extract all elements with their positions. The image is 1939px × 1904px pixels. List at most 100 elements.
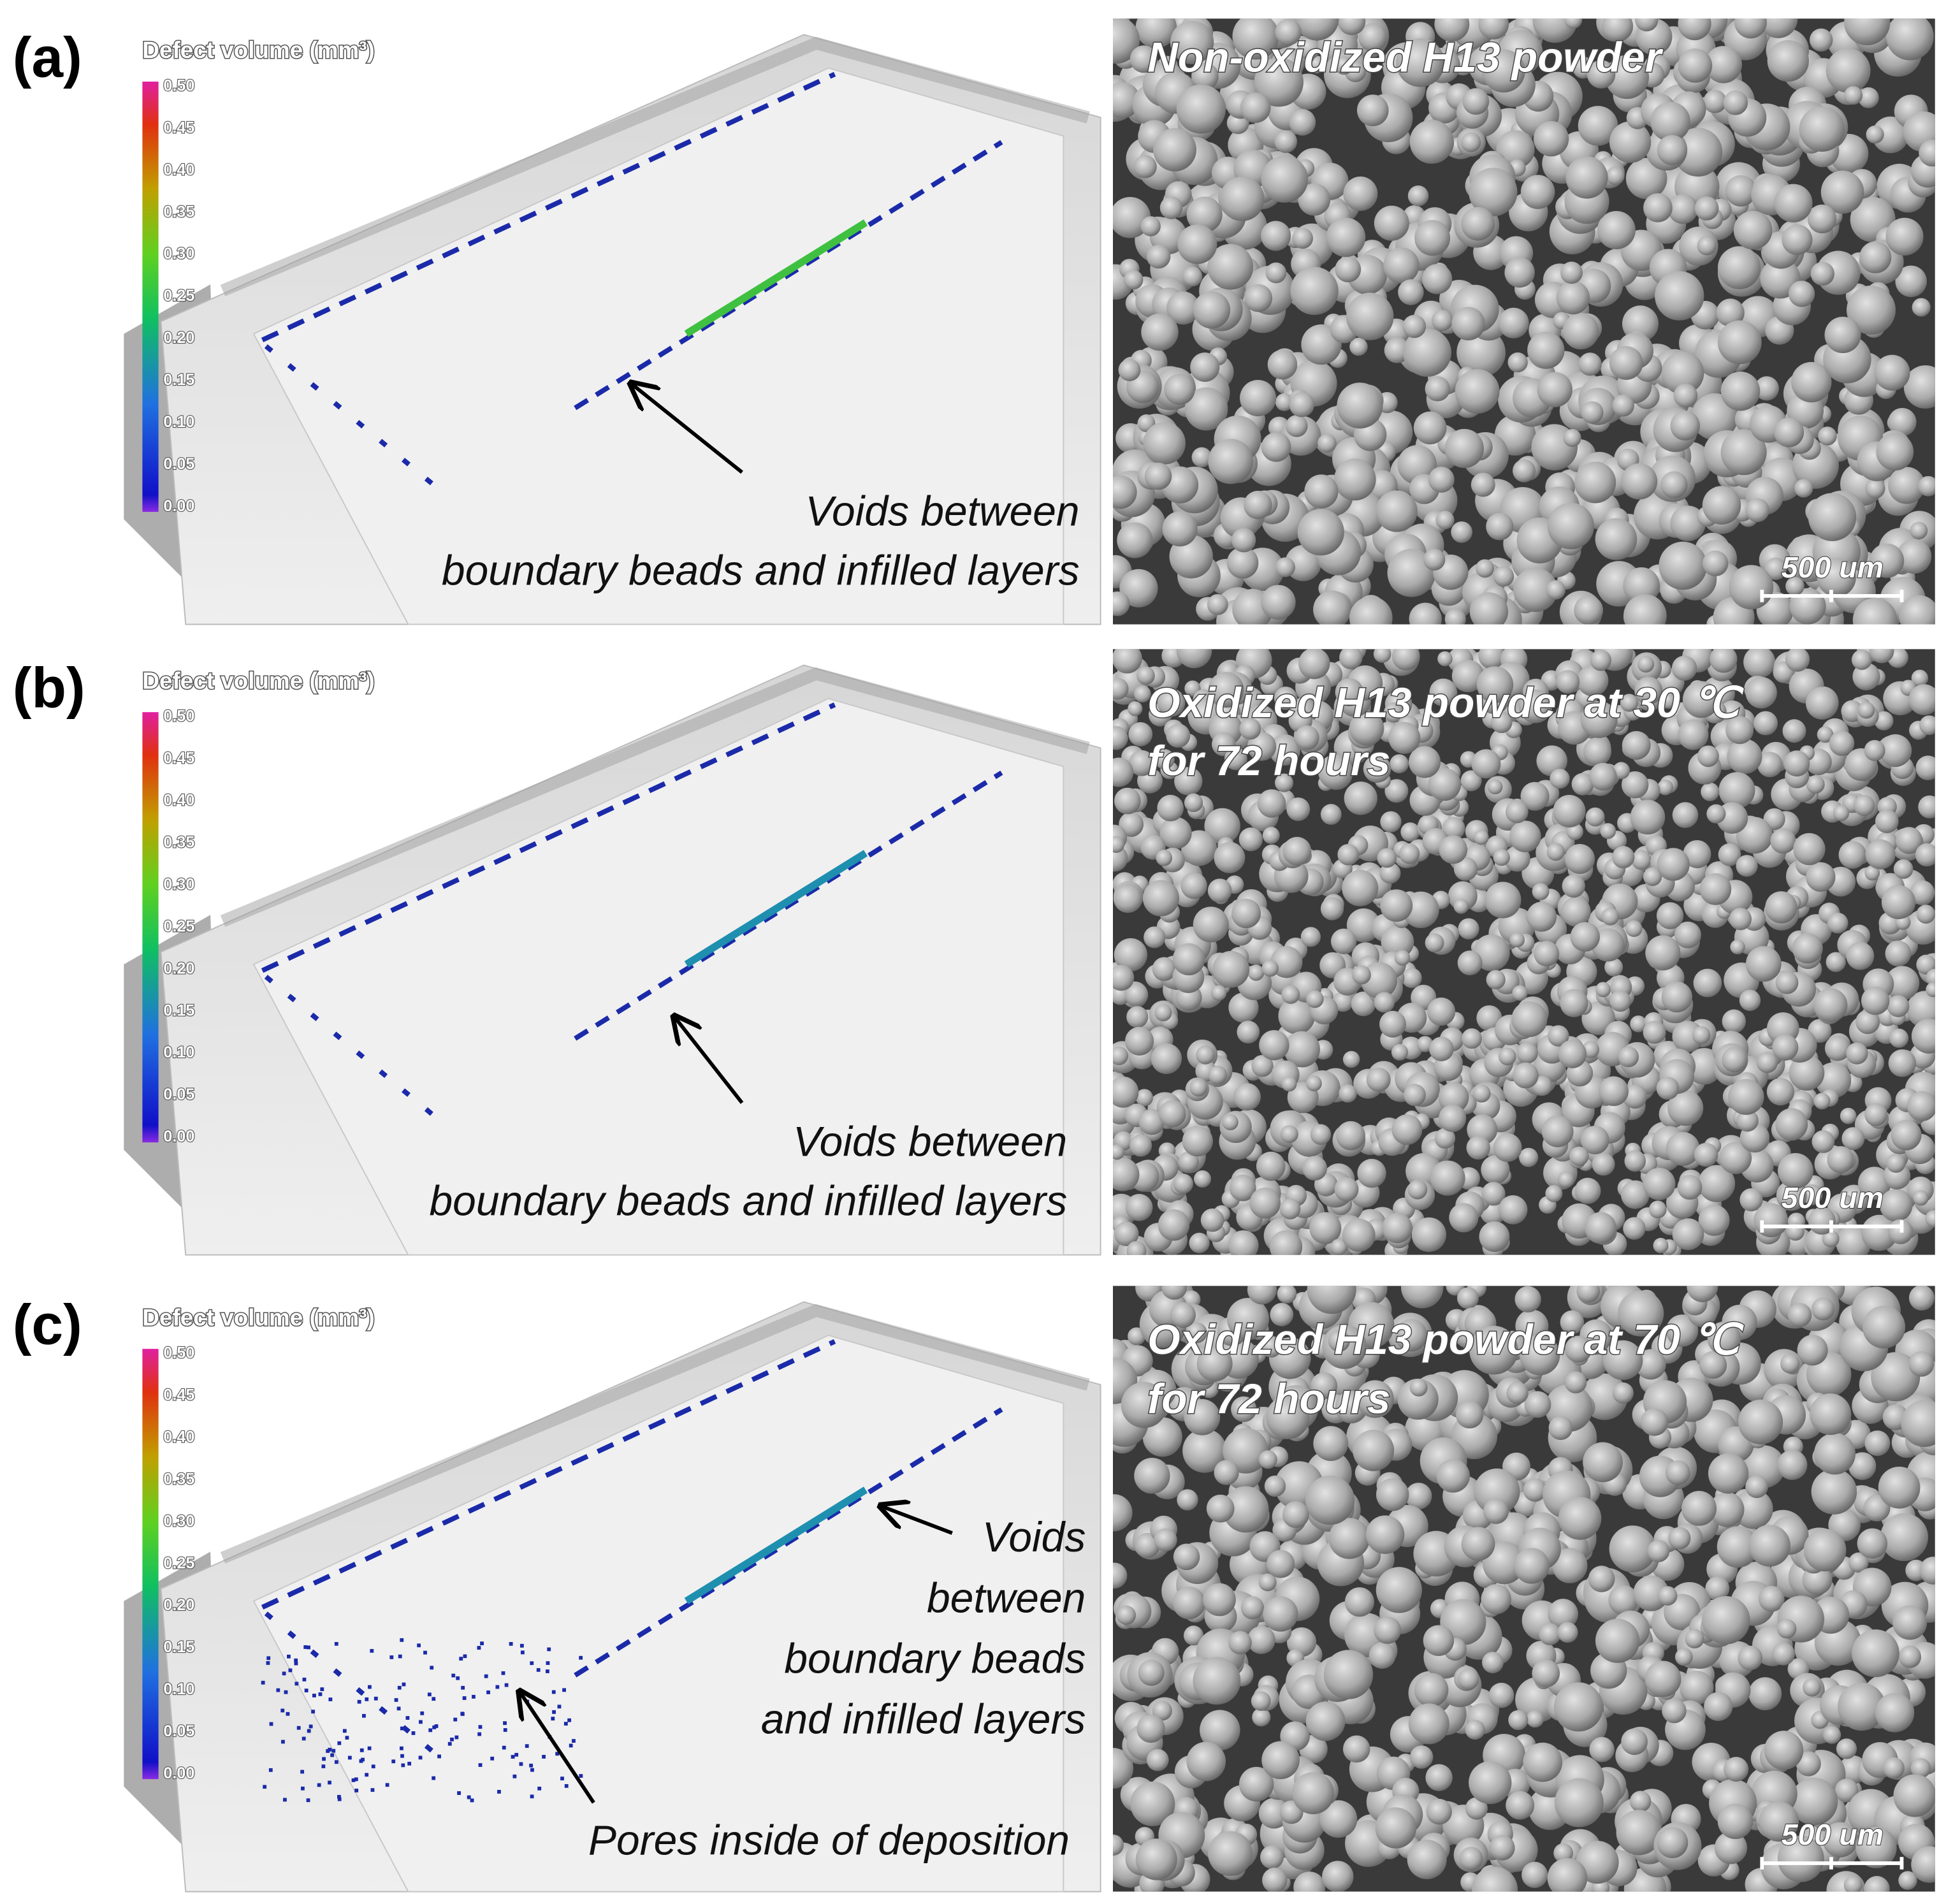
particle (1602, 1340, 1643, 1380)
particle (1852, 597, 1898, 625)
particle (1846, 1042, 1868, 1065)
particle (1558, 1040, 1587, 1068)
pore (514, 1752, 519, 1757)
particle (1915, 755, 1935, 781)
particle (1874, 354, 1910, 391)
pore (451, 1673, 456, 1678)
particle (1512, 985, 1528, 1001)
particle (1425, 376, 1450, 402)
annotation: boundary beads (784, 1634, 1086, 1682)
particle (1486, 970, 1506, 990)
particle (1788, 280, 1815, 307)
particle (1581, 401, 1604, 424)
particle (1918, 476, 1935, 497)
pore (365, 1773, 369, 1777)
particle (1833, 804, 1850, 822)
particle (1458, 918, 1479, 940)
particle (1401, 1286, 1444, 1309)
particle (1373, 649, 1391, 663)
colorbar-tick-label: 0.10 (163, 413, 194, 431)
pore (294, 1661, 298, 1666)
particle (1609, 346, 1643, 380)
particle (1260, 1335, 1282, 1358)
particle (1186, 196, 1223, 233)
particle (1152, 957, 1177, 981)
particle (1577, 665, 1609, 697)
particle (1653, 1237, 1669, 1254)
particle (1717, 320, 1762, 365)
particle (1600, 823, 1616, 839)
particle (1725, 716, 1754, 745)
particle (1444, 608, 1466, 625)
particle (1870, 543, 1905, 578)
particle (1193, 1657, 1241, 1705)
particle (1875, 810, 1899, 834)
particle (1564, 1371, 1587, 1393)
particle (1701, 782, 1720, 801)
particle (1858, 87, 1879, 108)
particle (1239, 718, 1261, 740)
particle (1455, 369, 1500, 414)
particle (1112, 1562, 1128, 1589)
particle (1703, 90, 1727, 113)
particle (1251, 1691, 1271, 1711)
colorbar (142, 1349, 159, 1780)
scale-bar-label: 500 um (1782, 551, 1884, 584)
particle (1678, 18, 1711, 41)
particle (1184, 1399, 1221, 1435)
particle (1258, 1573, 1277, 1592)
particle (1666, 1460, 1690, 1485)
particle (1647, 1539, 1670, 1562)
particle (1697, 745, 1719, 767)
particle (1281, 985, 1300, 1004)
pore (354, 1789, 359, 1792)
particle (1515, 1309, 1549, 1343)
particle (1775, 971, 1799, 994)
particle (1135, 1838, 1177, 1880)
panel: (b) Defect volume (mm³) 0.50 0.45 0.40 0.35 0.… (13, 649, 1935, 1256)
particle (1550, 768, 1570, 789)
particle (1189, 1232, 1210, 1254)
particle (1901, 1400, 1935, 1447)
pore (328, 1780, 331, 1785)
pore (572, 1739, 576, 1743)
particle (1552, 1548, 1588, 1583)
particle (1841, 1127, 1865, 1151)
particle (1723, 90, 1748, 115)
pore (503, 1728, 507, 1732)
particle (1630, 799, 1666, 835)
particle (1589, 762, 1617, 791)
particle (1407, 1179, 1428, 1200)
particle (1128, 722, 1153, 746)
scale-bar-label: 500 um (1782, 1181, 1884, 1214)
particle (1476, 559, 1495, 578)
pore (269, 1722, 273, 1726)
particle (1438, 1082, 1469, 1113)
particle (1404, 1084, 1426, 1107)
particle (1173, 1543, 1200, 1571)
particle (1806, 862, 1836, 892)
particle (1261, 585, 1296, 620)
pore (472, 1694, 476, 1699)
particle (1379, 862, 1401, 884)
particle (1210, 985, 1227, 1001)
pore (337, 1797, 342, 1801)
particle (1208, 1831, 1253, 1877)
particle (1861, 1214, 1898, 1251)
pore (509, 1642, 513, 1646)
particle (1650, 101, 1690, 142)
sem-caption: for 72 hours (1147, 737, 1390, 784)
annotation: Voids between (806, 487, 1080, 534)
particle (1425, 1764, 1453, 1791)
particle (1128, 701, 1143, 716)
scale-bar-label: 500 um (1782, 1818, 1884, 1851)
particle (1342, 1050, 1360, 1068)
pore (502, 1745, 506, 1750)
colorbar-title: Defect volume (mm³) (142, 1304, 374, 1330)
particle (1409, 1378, 1428, 1397)
sem-image (1112, 18, 1935, 625)
particle (1478, 18, 1509, 40)
particle (1126, 1006, 1149, 1028)
particle (1524, 1391, 1551, 1418)
particle (1208, 1065, 1227, 1085)
